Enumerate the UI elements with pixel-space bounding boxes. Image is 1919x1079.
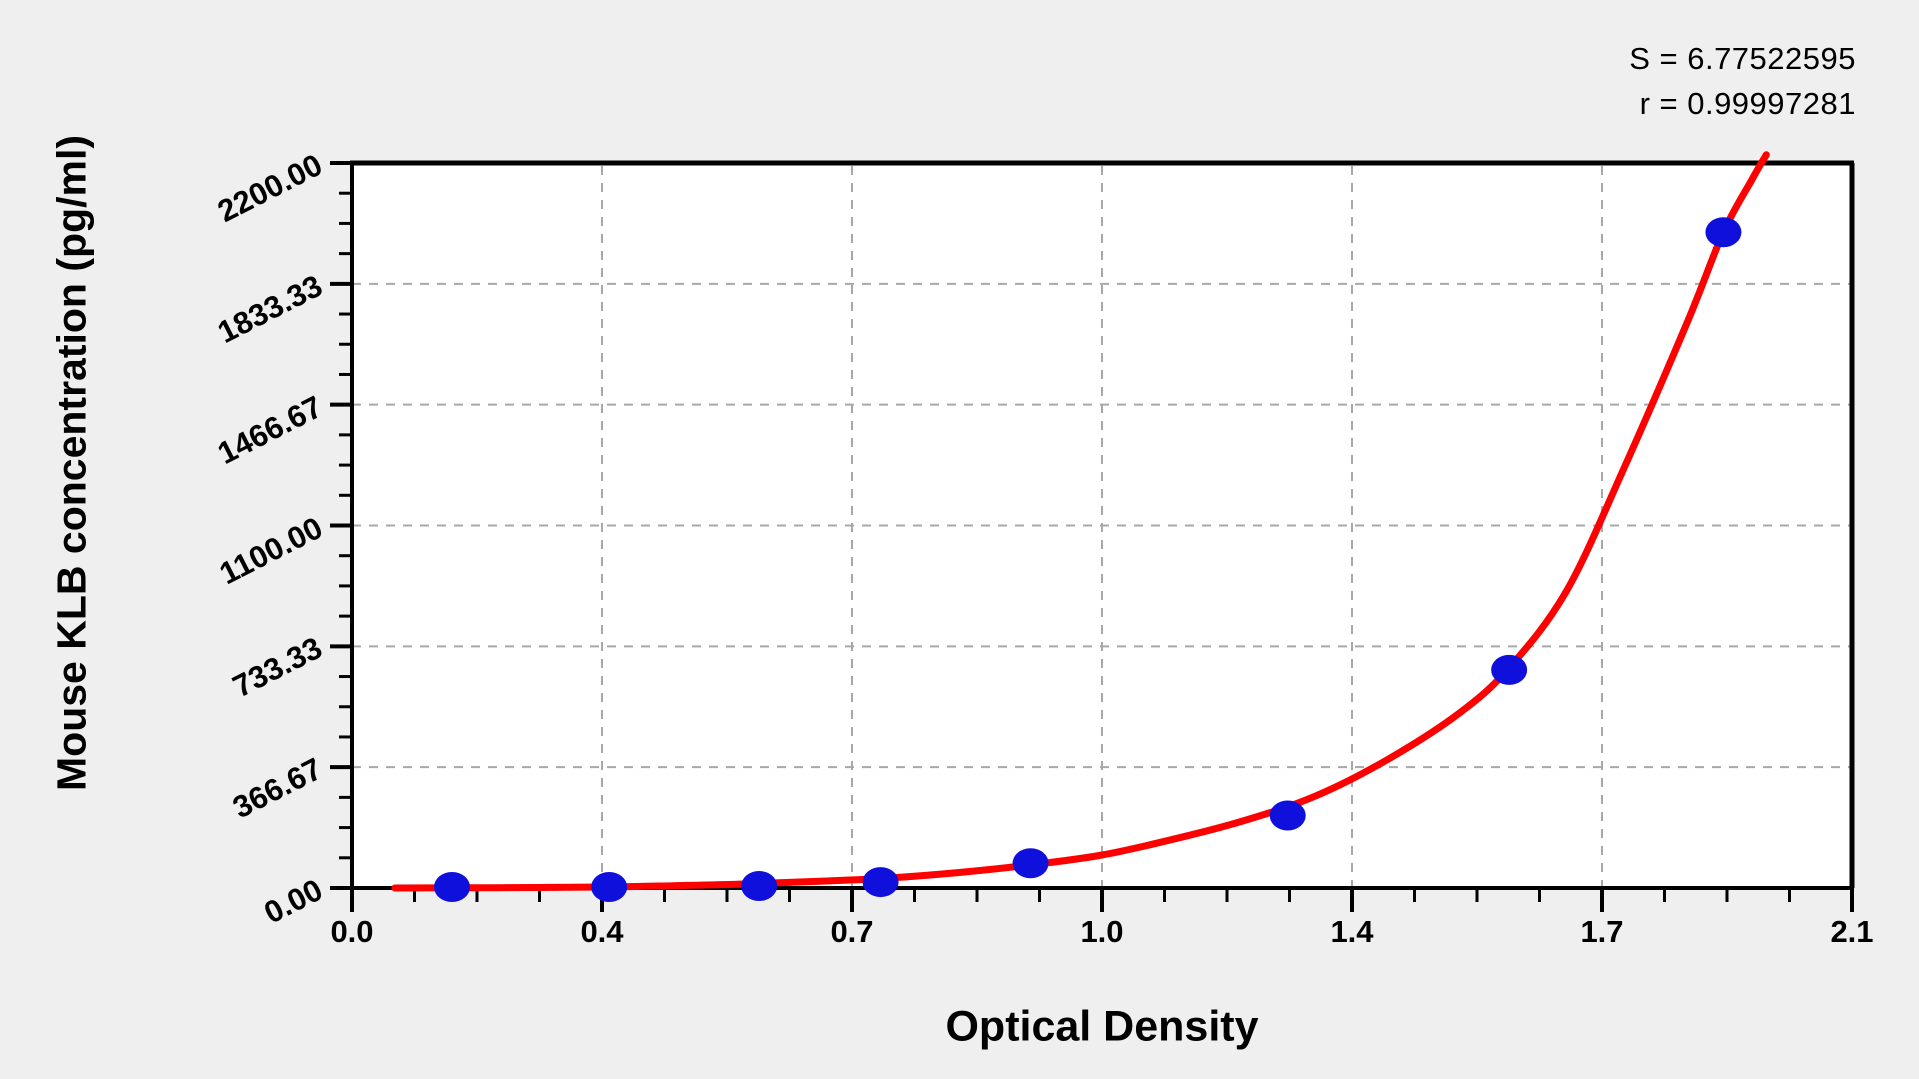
x-tick-label: 1.0 [1080,914,1124,949]
data-point [741,871,778,902]
data-point [862,867,899,898]
data-point [1705,217,1742,248]
data-point [1491,654,1528,685]
fit-s-value: S = 6.77522595 [1629,41,1856,76]
x-tick-label: 0.7 [830,914,874,949]
data-point [1269,800,1306,831]
data-point [1012,848,1049,879]
x-tick-label: 0.4 [580,914,624,949]
fit-r-value: r = 0.99997281 [1639,86,1856,121]
y-axis-title: Mouse KLB concentration (pg/ml) [48,135,95,791]
fit-statistics: S = 6.77522595 r = 0.99997281 [1629,36,1856,126]
x-tick-label: 1.4 [1330,914,1374,949]
x-tick-label: 2.1 [1830,914,1874,949]
x-axis-title: Optical Density [945,1002,1259,1051]
data-point [434,872,470,903]
x-tick-label: 0.0 [330,914,374,949]
fitted-curve [391,151,1770,892]
x-tick-label: 1.7 [1580,914,1624,949]
data-point [591,872,628,903]
